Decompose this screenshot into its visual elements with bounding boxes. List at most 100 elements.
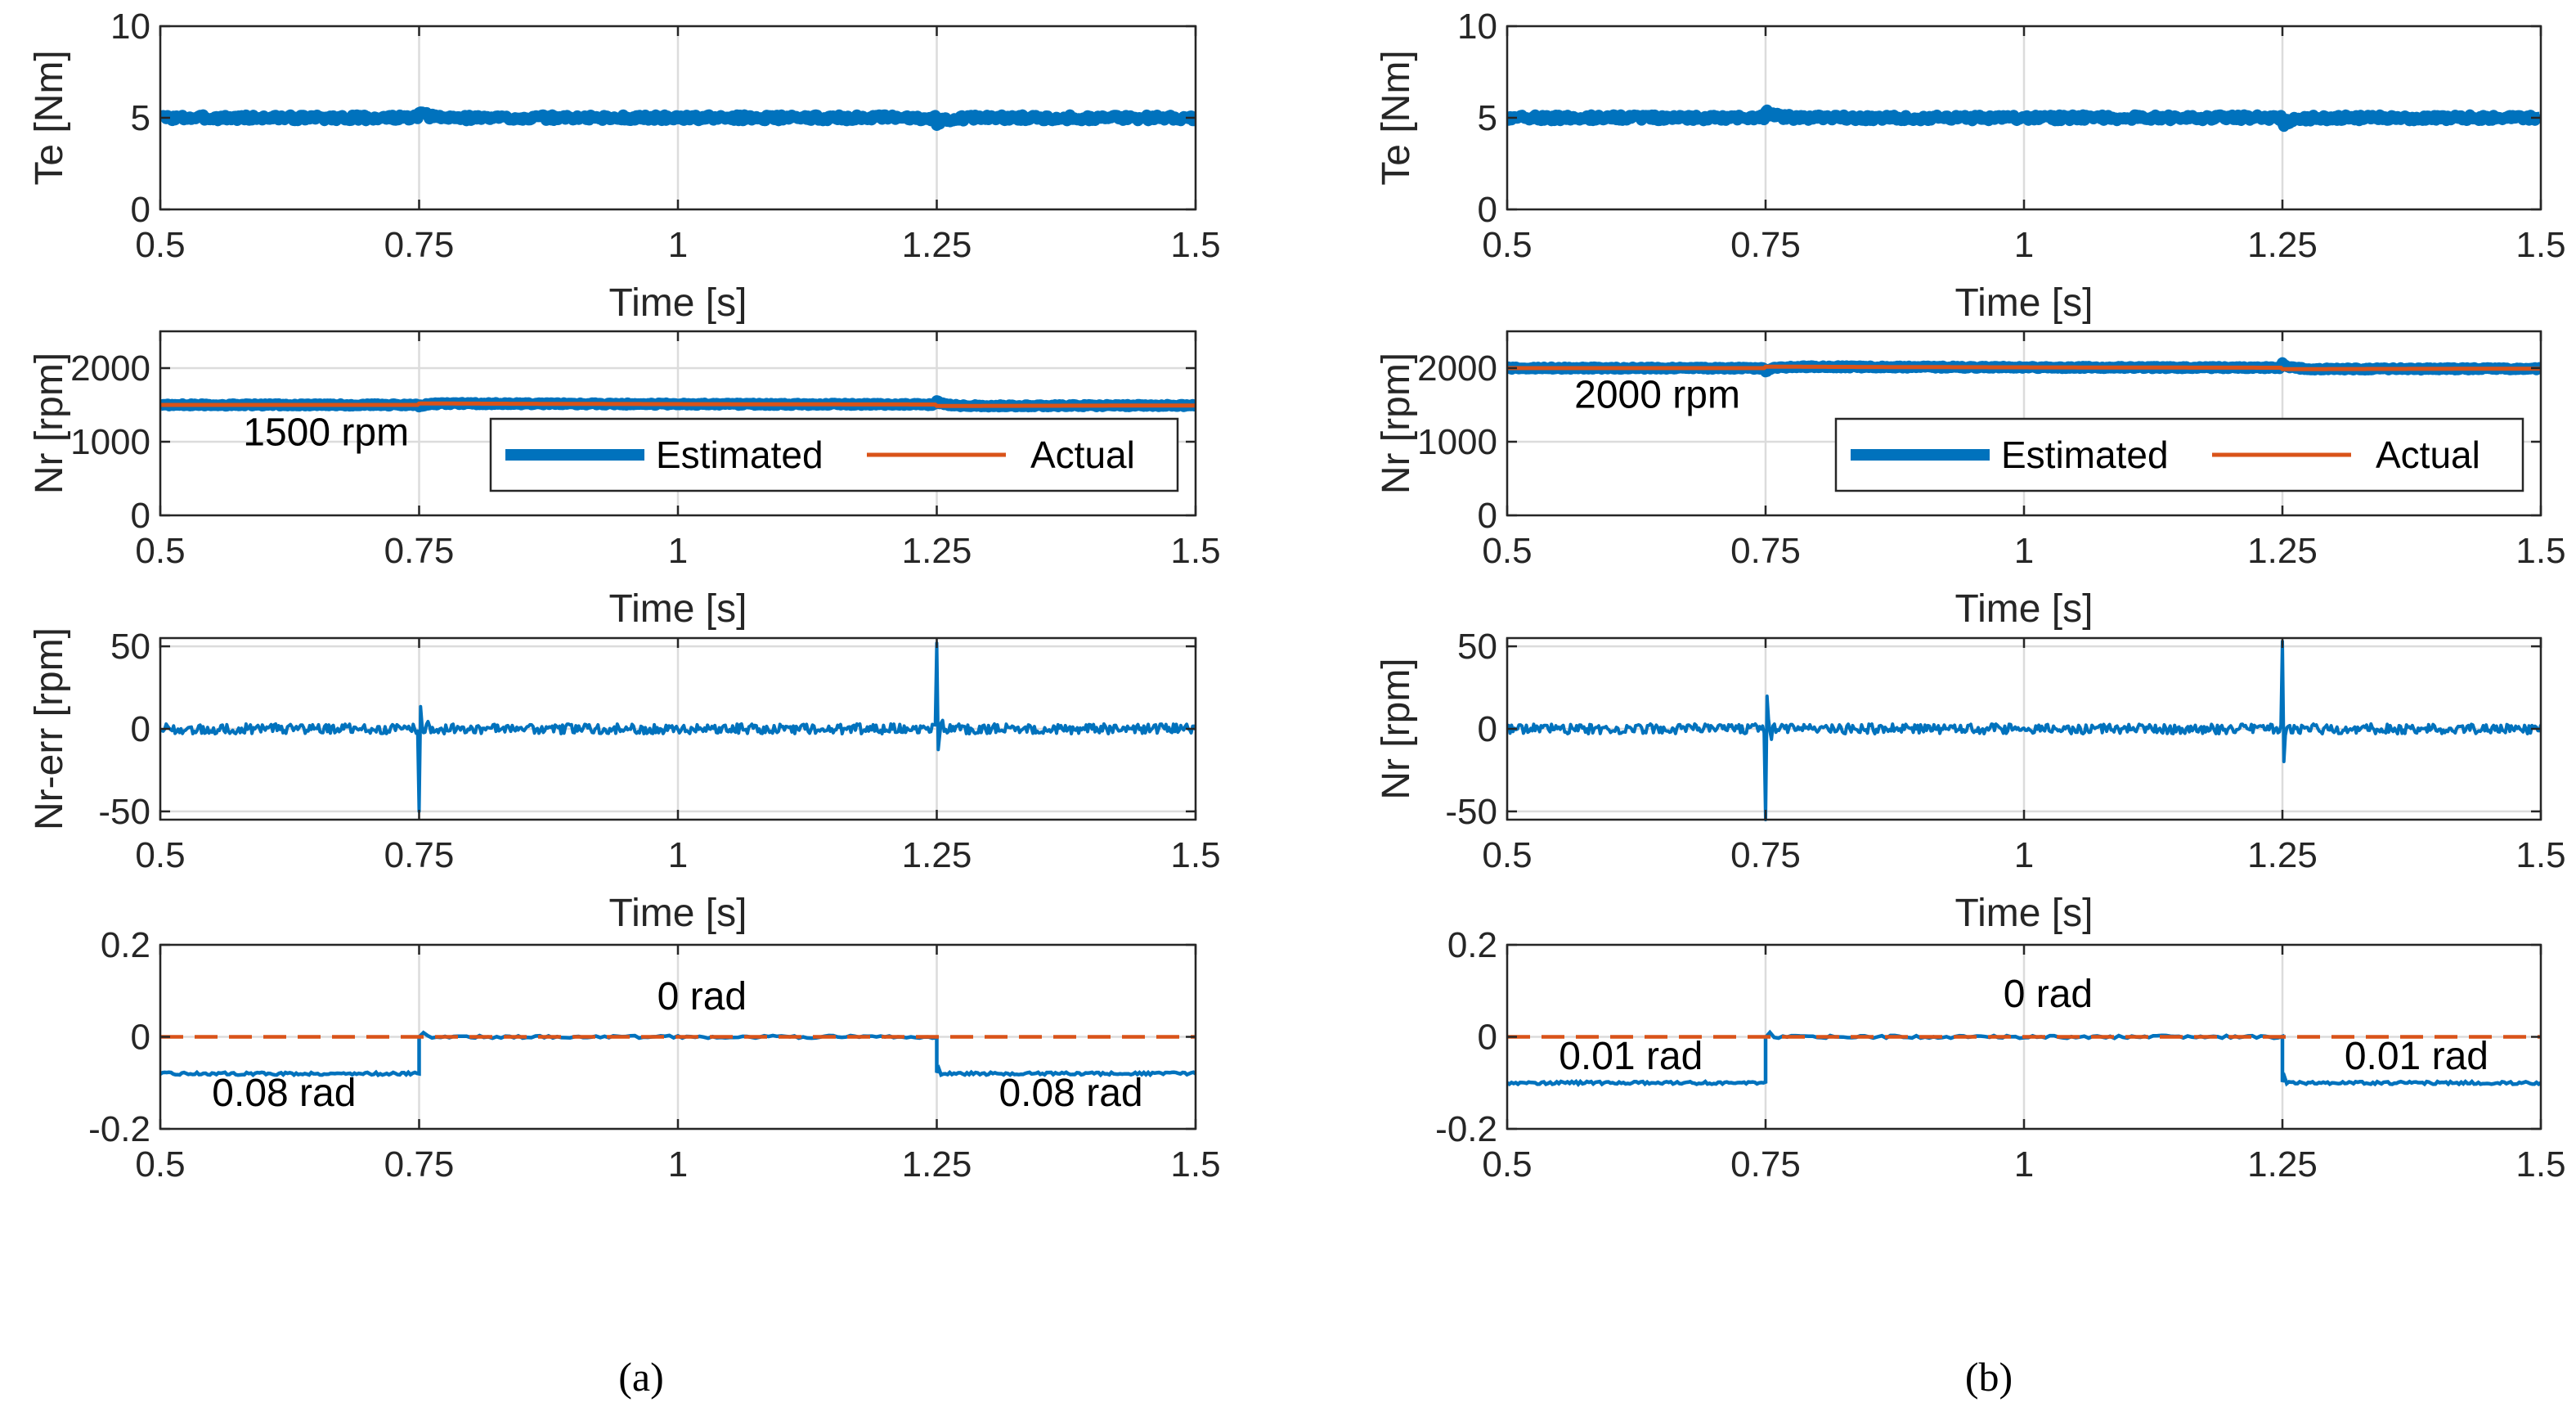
subplot-a1: 0.5 0.75 1 1.25 1.5 0 5 10 Time [s] Te [Nm]: [28, 7, 1221, 325]
x-tick-label: 1.5: [2515, 531, 2565, 571]
y-axis-label: Nr [rpm]: [28, 353, 71, 494]
x-tick-label: 0.75: [384, 1144, 455, 1184]
series-line-actual: [160, 401, 1196, 408]
x-axis-label: Time [s]: [609, 587, 747, 631]
x-tick-label: 1.5: [1170, 1144, 1220, 1184]
x-axis-label: Time [s]: [1955, 281, 2094, 325]
series-line-actual: [1507, 364, 2541, 371]
x-tick-label: 0.5: [1482, 835, 1532, 875]
annotation-text: 2000 rpm: [1574, 374, 1740, 417]
legend-label-actual: Actual: [1030, 434, 1135, 476]
plot-area: [1507, 357, 2541, 378]
y-tick-label: 2000: [1417, 348, 1497, 389]
x-tick-label: 0.75: [1730, 1144, 1801, 1184]
series-line-te: [160, 106, 1196, 131]
panel-label-a: (a): [618, 1354, 664, 1400]
x-tick-label: 1: [2014, 835, 2034, 875]
legend-label-estimated: Estimated: [656, 434, 824, 476]
y-tick-label: 50: [1457, 627, 1497, 667]
y-axis-label: Te [Nm]: [1375, 50, 1418, 185]
plot-area: [160, 1030, 1196, 1078]
x-tick-label: 0.75: [384, 531, 455, 571]
annotation-text: 0.01 rad: [1559, 1035, 1703, 1078]
y-tick-label: -50: [1445, 792, 1497, 832]
x-tick-label: 0.75: [1730, 225, 1801, 265]
x-tick-label: 1: [668, 531, 688, 571]
y-tick-label: 0: [1478, 1018, 1497, 1058]
x-tick-label: 0.75: [1730, 835, 1801, 875]
plot-area: [160, 641, 1196, 813]
x-tick-label: 0.5: [1482, 225, 1532, 265]
subplot-a4: 0.5 0.75 1 1.25 1.5 -0.2 0 0.2 0.08 rad 0 rad 0.08…: [88, 925, 1220, 1184]
x-axis-label: Time [s]: [609, 281, 747, 325]
subplot-b4: 0.5 0.75 1 1.25 1.5 -0.2 0 0.2 0.01 rad 0 rad 0.01…: [1435, 925, 2565, 1184]
legend: Estimated Actual: [1834, 417, 2524, 492]
annotation-text: 0 rad: [657, 975, 747, 1018]
x-tick-label: 1.25: [2247, 225, 2318, 265]
x-tick-label: 1.5: [2515, 1144, 2565, 1184]
subplot-b2: 0.5 0.75 1 1.25 1.5 0 1000 2000 Time [s] Nr [rpm]…: [1375, 330, 2566, 631]
x-tick-label: 1.25: [2247, 1144, 2318, 1184]
series-line-nr-err: [160, 641, 1196, 813]
y-tick-label: 1000: [1417, 422, 1497, 462]
annotation-text: 0.08 rad: [999, 1072, 1142, 1115]
y-tick-label: 0: [131, 496, 150, 536]
subplot-b3: 0.5 0.75 1 1.25 1.5 -50 0 50 Time [s] Nr [rpm]: [1375, 627, 2566, 935]
x-tick-label: 0.75: [1730, 531, 1801, 571]
legend-label-estimated: Estimated: [2001, 434, 2169, 476]
x-tick-label: 1: [668, 835, 688, 875]
x-tick-label: 0.5: [1482, 1144, 1532, 1184]
x-axis-label: Time [s]: [1955, 892, 2094, 935]
x-tick-label: 1: [668, 1144, 688, 1184]
y-tick-label: 0: [131, 1018, 150, 1058]
x-tick-label: 1.25: [902, 531, 972, 571]
annotation-text: 0 rad: [2004, 973, 2093, 1016]
subplot-a2: 0.5 0.75 1 1.25 1.5 0 1000 2000 Time [s] Nr [rpm]…: [28, 330, 1221, 631]
series-line-nr-err: [1507, 640, 2541, 821]
y-tick-label: -0.2: [88, 1109, 150, 1149]
y-tick-label: 0: [1478, 496, 1497, 536]
plot-area: [1507, 1029, 2541, 1088]
series-line-te: [1507, 104, 2541, 133]
y-tick-label: 0: [1478, 190, 1497, 230]
x-tick-label: 1.5: [1170, 835, 1220, 875]
y-tick-label: -0.2: [1435, 1109, 1497, 1149]
annotation-text: 0.08 rad: [212, 1072, 356, 1115]
y-tick-label: 50: [110, 627, 150, 667]
plot-area: [1507, 104, 2541, 133]
x-tick-label: 0.5: [135, 225, 185, 265]
plot-area: [1507, 640, 2541, 821]
y-tick-label: 5: [1478, 98, 1497, 138]
y-tick-label: 0: [131, 190, 150, 230]
x-tick-label: 1.5: [2515, 835, 2565, 875]
x-tick-label: 1: [668, 225, 688, 265]
y-axis-label: Te [Nm]: [28, 50, 71, 185]
y-tick-label: 5: [131, 98, 150, 138]
y-axis-label: Nr-err [rpm]: [28, 627, 71, 830]
x-tick-label: 0.5: [135, 835, 185, 875]
x-tick-label: 1.5: [2515, 225, 2565, 265]
y-tick-label: 0: [131, 709, 150, 749]
y-tick-label: 10: [1457, 7, 1497, 47]
subplot-b1: 0.5 0.75 1 1.25 1.5 0 5 10 Time [s] Te [Nm]: [1375, 7, 2566, 325]
x-tick-label: 1.25: [2247, 835, 2318, 875]
panel-label-b: (b): [1965, 1354, 2013, 1400]
plot-area: [160, 106, 1196, 131]
x-tick-label: 1: [2014, 225, 2034, 265]
x-tick-label: 0.5: [135, 531, 185, 571]
x-tick-label: 1.25: [902, 835, 972, 875]
y-tick-label: 10: [110, 7, 150, 47]
legend: Estimated Actual: [489, 417, 1179, 492]
x-tick-label: 1.25: [2247, 531, 2318, 571]
x-tick-label: 1.25: [902, 1144, 972, 1184]
annotation-text: 0.01 rad: [2345, 1035, 2488, 1078]
x-tick-label: 0.5: [135, 1144, 185, 1184]
y-axis-label: Nr [rpm]: [1375, 658, 1418, 799]
annotation-text: 1500 rpm: [243, 411, 409, 455]
y-tick-label: 1000: [70, 422, 150, 462]
x-tick-label: 1.5: [1170, 225, 1220, 265]
x-tick-label: 0.75: [384, 225, 455, 265]
y-tick-label: 2000: [70, 348, 150, 389]
subplot-a3: 0.5 0.75 1 1.25 1.5 -50 0 50 Time [s] Nr-err [rpm…: [28, 627, 1221, 935]
x-axis-label: Time [s]: [1955, 587, 2094, 631]
